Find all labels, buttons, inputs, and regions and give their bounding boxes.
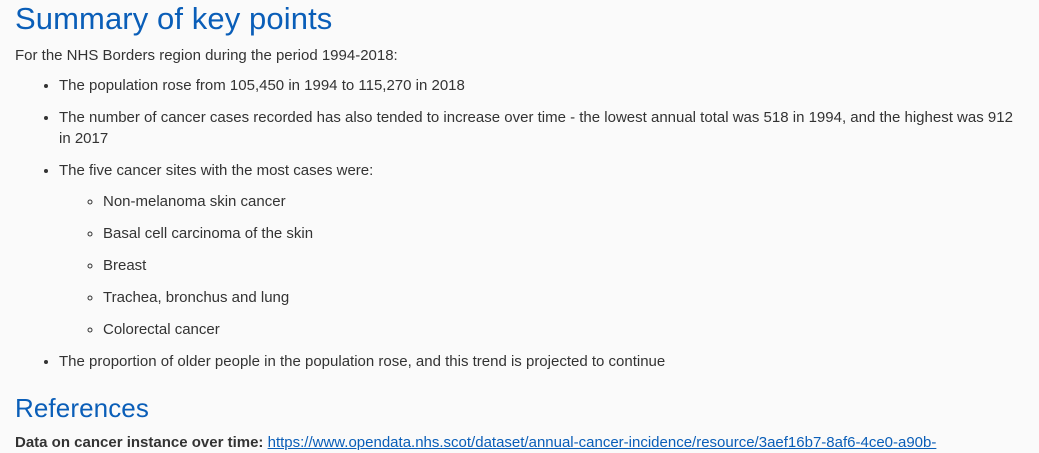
references-heading: References bbox=[15, 393, 149, 423]
cancer-site: Non-melanoma skin cancer bbox=[103, 193, 286, 210]
point-top-sites: The five cancer sites with the most case… bbox=[59, 162, 374, 179]
point-population: The population rose from 105,450 in 1994… bbox=[59, 77, 465, 94]
cancer-site: Breast bbox=[103, 257, 147, 274]
page-content: Summary of key points For the NHS Border… bbox=[15, 0, 1025, 453]
point-case-counts: The number of cancer cases recorded has … bbox=[59, 109, 1013, 147]
point-older-population: The proportion of older people in the po… bbox=[59, 353, 666, 370]
list-item: Trachea, bronchus and lung bbox=[103, 287, 1025, 308]
list-item: The five cancer sites with the most case… bbox=[59, 160, 1025, 340]
list-item: The number of cancer cases recorded has … bbox=[59, 107, 1025, 149]
list-item: The proportion of older people in the po… bbox=[59, 351, 1025, 372]
cancer-site: Colorectal cancer bbox=[103, 321, 220, 338]
cancer-site: Basal cell carcinoma of the skin bbox=[103, 225, 314, 242]
cancer-sites-list: Non-melanoma skin cancer Basal cell carc… bbox=[59, 191, 1025, 340]
list-item: Colorectal cancer bbox=[103, 319, 1025, 340]
reference-label: Data on cancer instance over time: bbox=[15, 434, 264, 451]
cancer-site: Trachea, bronchus and lung bbox=[103, 289, 290, 306]
summary-heading: Summary of key points bbox=[15, 1, 333, 36]
list-item: Breast bbox=[103, 255, 1025, 276]
key-points-list: The population rose from 105,450 in 1994… bbox=[15, 75, 1025, 372]
summary-intro: For the NHS Borders region during the pe… bbox=[15, 47, 398, 64]
list-item: Basal cell carcinoma of the skin bbox=[103, 223, 1025, 244]
list-item: The population rose from 105,450 in 1994… bbox=[59, 75, 1025, 96]
reference-item: Data on cancer instance over time: https… bbox=[15, 433, 1025, 453]
list-item: Non-melanoma skin cancer bbox=[103, 191, 1025, 212]
reference-link[interactable]: https://www.opendata.nhs.scot/dataset/an… bbox=[267, 434, 937, 451]
